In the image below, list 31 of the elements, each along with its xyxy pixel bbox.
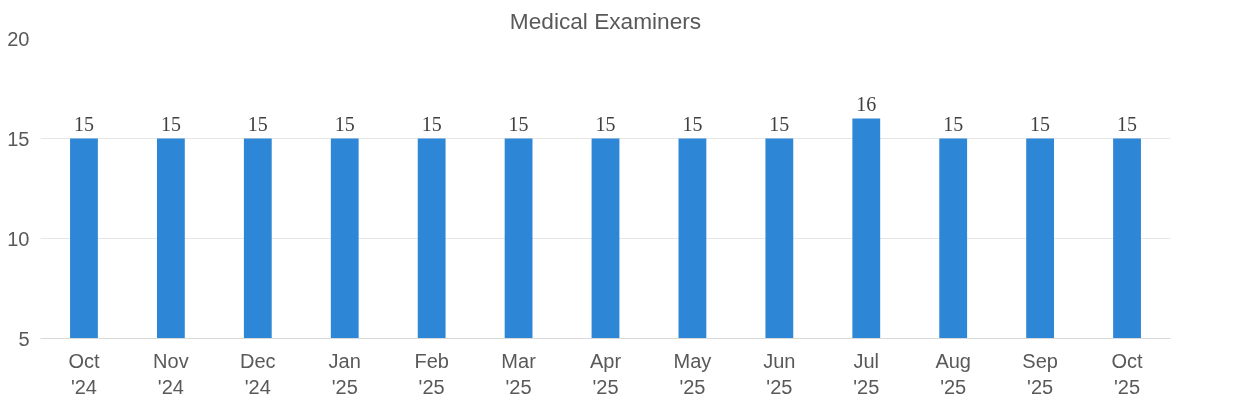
data-label: 15: [943, 112, 964, 135]
x-tick-label: Mar '25: [501, 349, 537, 398]
data-label: 15: [682, 112, 703, 135]
x-tick-label: Jun '25: [763, 349, 796, 398]
x-tick-label: Oct '25: [1111, 349, 1144, 398]
data-label: 16: [856, 92, 877, 115]
data-label: 15: [421, 112, 442, 135]
y-tick-label: 20: [7, 27, 30, 50]
y-tick-label: 15: [7, 127, 30, 150]
chart-title: Medical Examiners: [509, 7, 702, 34]
x-tick-label: Feb '25: [414, 349, 449, 398]
x-tick-label: Aug '25: [935, 349, 971, 398]
y-tick-label: 10: [7, 227, 30, 250]
data-label: 15: [247, 112, 268, 135]
y-tick-label: 5: [18, 327, 30, 350]
x-tick-label: Apr '25: [589, 349, 622, 398]
x-tick-label: Nov '24: [153, 349, 189, 398]
x-tick-label: Jul '25: [853, 349, 880, 398]
data-label: 15: [1030, 112, 1051, 135]
data-label: 15: [334, 112, 355, 135]
data-label: 15: [595, 112, 616, 135]
x-tick-label: Dec '24: [240, 349, 276, 398]
x-tick-label: Sep '25: [1022, 349, 1058, 398]
x-tick-label: Jan '25: [328, 349, 361, 398]
x-tick-label: Oct '24: [68, 349, 100, 398]
data-label: 15: [160, 112, 181, 135]
data-label: 15: [1117, 112, 1138, 135]
data-label: 15: [508, 112, 529, 135]
data-label: 15: [769, 112, 790, 135]
x-tick-label: May '25: [673, 349, 712, 398]
data-label: 15: [73, 112, 94, 135]
